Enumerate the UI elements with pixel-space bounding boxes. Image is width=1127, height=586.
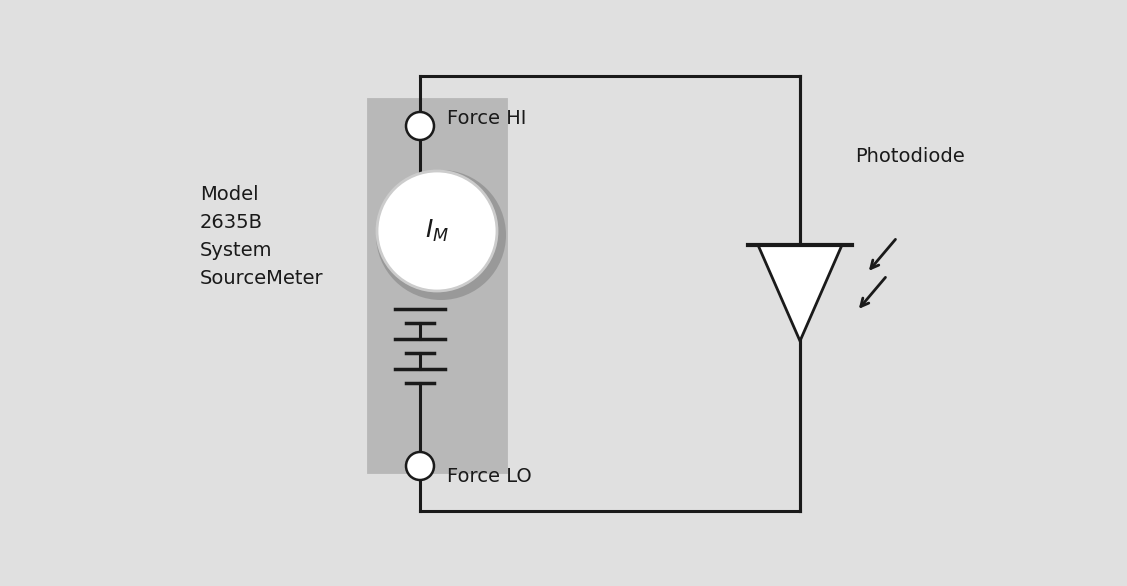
Text: Model
2635B
System
SourceMeter: Model 2635B System SourceMeter bbox=[199, 185, 323, 288]
Text: $I_M$: $I_M$ bbox=[425, 218, 449, 244]
Polygon shape bbox=[758, 245, 842, 341]
Text: Photodiode: Photodiode bbox=[855, 146, 965, 165]
Text: Force HI: Force HI bbox=[447, 108, 526, 128]
Circle shape bbox=[406, 112, 434, 140]
Circle shape bbox=[376, 170, 506, 300]
Circle shape bbox=[378, 171, 497, 291]
Text: Force LO: Force LO bbox=[447, 466, 532, 485]
Bar bbox=[365, 96, 511, 476]
Circle shape bbox=[406, 452, 434, 480]
